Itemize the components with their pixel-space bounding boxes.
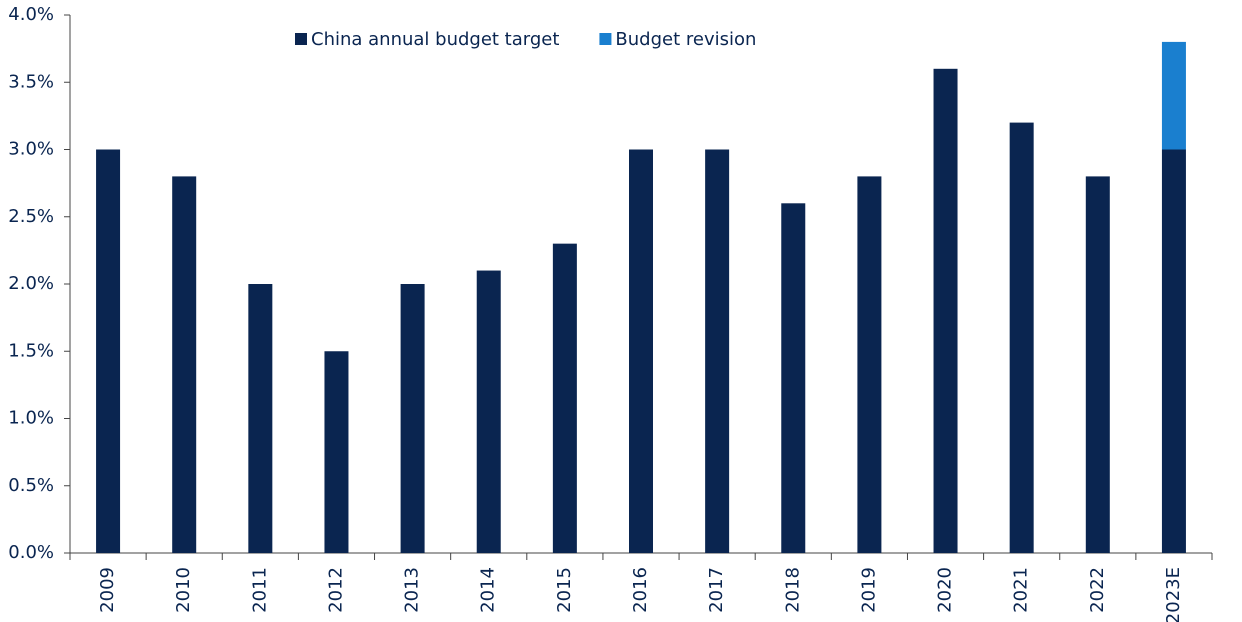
legend-label: Budget revision [615,29,756,50]
legend-label: China annual budget target [311,29,559,50]
y-tick-label: 4.0% [8,4,54,25]
y-tick-label: 3.5% [8,71,54,92]
bar-segment [324,351,349,553]
x-tick-label: 2015 [554,567,575,613]
bar-segment [629,149,653,553]
legend-swatch [599,33,612,45]
bar-segment [1161,41,1186,150]
y-tick-label: 0.5% [8,475,54,496]
x-tick-label: 2012 [325,567,346,613]
x-tick-label: 2013 [402,567,423,613]
y-tick-label: 3.0% [8,139,54,160]
bar-segment [1161,149,1186,553]
x-tick-label: 2019 [858,567,879,613]
x-tick-label: 2014 [478,567,499,613]
bar-segment [705,149,730,553]
bar-segment [96,149,121,553]
y-tick-label: 1.0% [8,408,54,429]
bar-segment [857,176,882,553]
x-tick-label: 2022 [1087,567,1108,613]
x-tick-label: 2020 [935,567,956,613]
bar-segment [781,203,806,554]
y-tick-label: 2.0% [8,273,54,294]
x-tick-label: 2021 [1011,567,1032,613]
bar-segment [552,243,577,553]
bar-segment [400,284,425,553]
bar-segment [248,284,273,553]
bar-segment [172,176,197,553]
x-tick-label: 2010 [173,567,194,613]
x-tick-label: 2018 [782,567,803,613]
x-tick-label: 2011 [249,567,270,613]
bar-segment [1009,122,1034,553]
x-tick-label: 2023E [1163,567,1184,622]
x-tick-label: 2016 [630,567,651,613]
y-tick-label: 2.5% [8,206,54,227]
x-tick-label: 2009 [97,567,118,613]
y-tick-label: 1.5% [8,340,54,361]
bar-segment [1085,176,1110,553]
x-tick-label: 2017 [706,567,727,613]
legend-swatch [295,33,307,45]
bar-segment [933,68,958,554]
y-tick-label: 0.0% [8,542,54,563]
bar-segment [476,270,501,553]
